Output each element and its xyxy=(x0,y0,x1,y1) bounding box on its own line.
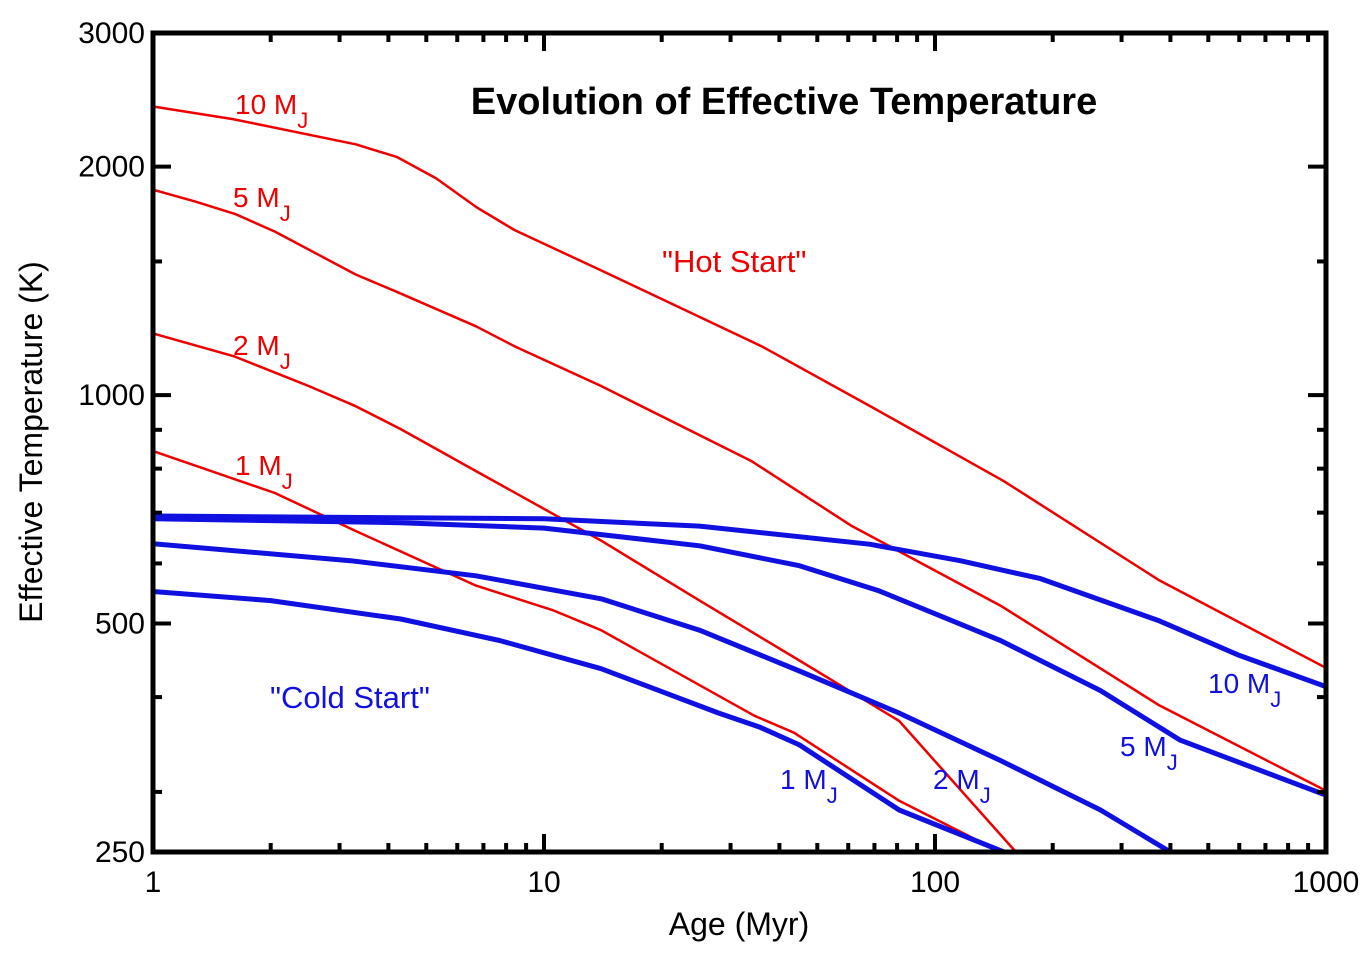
curve-label-sub: J xyxy=(827,783,838,808)
line xyxy=(153,188,1326,792)
curve-label-sub: J xyxy=(980,783,991,808)
curve-label-text: 5 M xyxy=(1120,731,1167,762)
curve-label-text: 2 M xyxy=(233,330,280,361)
line xyxy=(153,513,1326,689)
y-tick-label: 1000 xyxy=(78,379,145,412)
line xyxy=(153,541,1172,852)
curve-label-text: 2 M xyxy=(933,764,980,795)
x-tick-label: 1000 xyxy=(1293,866,1360,899)
plot-frame xyxy=(150,30,1329,855)
line xyxy=(153,105,1326,670)
y-tick-label: 500 xyxy=(95,608,145,641)
x-tick-label: 10 xyxy=(527,866,560,899)
chart-title: Evolution of Effective Temperature xyxy=(471,81,1097,123)
curve-label: 10 MJ xyxy=(1208,668,1281,712)
x-axis-label: Age (Myr) xyxy=(669,906,809,942)
curve-label: 5 MJ xyxy=(1120,731,1178,775)
line xyxy=(153,332,1017,852)
curve-label: 5 MJ xyxy=(233,182,291,226)
curve-label-sub: J xyxy=(1270,687,1281,712)
curve-label: 2 MJ xyxy=(233,330,291,374)
x-tick-label: 1 xyxy=(145,866,162,899)
x-tick-label: 100 xyxy=(910,866,960,899)
curve-label-text: 5 M xyxy=(233,182,280,213)
curve-label-text: 1 M xyxy=(235,450,282,481)
y-axis-label: Effective Temperature (K) xyxy=(13,261,49,623)
curve-label-sub: J xyxy=(282,469,293,494)
y-tick-label: 3000 xyxy=(78,17,145,50)
curve-label-sub: J xyxy=(297,108,308,133)
line xyxy=(153,449,1001,852)
annotation: "Cold Start" xyxy=(270,680,430,715)
curve-label-text: 10 M xyxy=(1208,668,1270,699)
curve-label: 10 MJ xyxy=(235,89,308,133)
y-tick-label: 250 xyxy=(95,836,145,869)
curve-label-text: 10 M xyxy=(235,89,297,120)
annotation: "Hot Start" xyxy=(662,244,806,279)
line xyxy=(153,589,1005,852)
curve-label: 2 MJ xyxy=(933,764,991,808)
curve-label-sub: J xyxy=(280,349,291,374)
line xyxy=(153,516,1326,798)
curve-label: 1 MJ xyxy=(235,450,293,494)
y-tick-label: 2000 xyxy=(78,151,145,184)
curve-label: 1 MJ xyxy=(780,764,838,808)
curve-label-sub: J xyxy=(1167,750,1178,775)
curve-label-sub: J xyxy=(280,201,291,226)
curve-label-text: 1 M xyxy=(780,764,827,795)
